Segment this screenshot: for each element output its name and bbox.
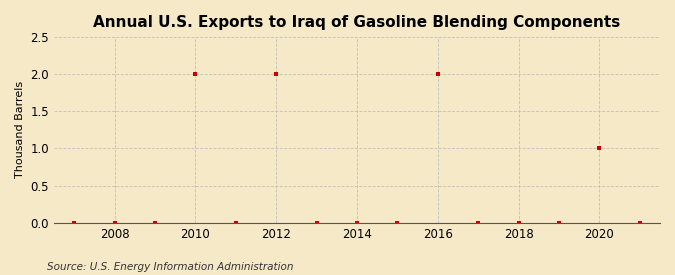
Y-axis label: Thousand Barrels: Thousand Barrels — [15, 81, 25, 178]
Title: Annual U.S. Exports to Iraq of Gasoline Blending Components: Annual U.S. Exports to Iraq of Gasoline … — [93, 15, 620, 30]
Text: Source: U.S. Energy Information Administration: Source: U.S. Energy Information Administ… — [47, 262, 294, 271]
